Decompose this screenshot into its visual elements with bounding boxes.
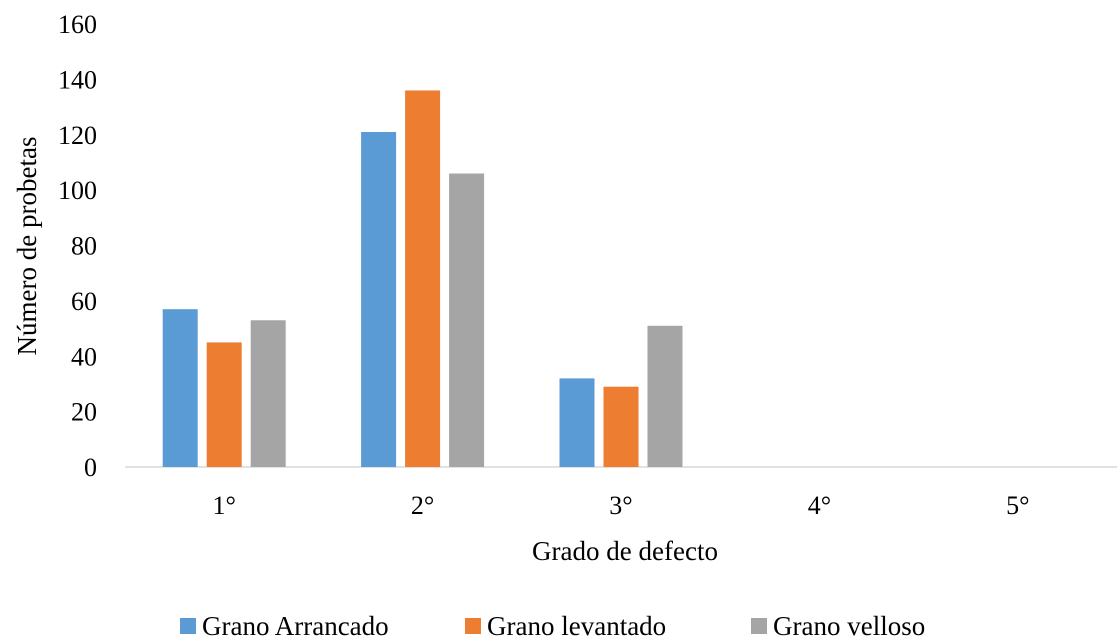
- y-axis-ticks: 0 20 40 60 80 100 120 140 160: [58, 10, 97, 482]
- bar: [405, 90, 441, 467]
- y-tick-label: 20: [71, 398, 97, 427]
- bar: [206, 342, 242, 467]
- x-tick-label: 3°: [609, 491, 632, 520]
- legend: Grano Arrancado Grano levantado Grano vell…: [180, 611, 925, 641]
- bar: [162, 309, 198, 467]
- legend-item: Grano levantado: [465, 611, 666, 641]
- bar: [361, 131, 397, 467]
- bar: [250, 320, 286, 467]
- y-tick-label: 100: [58, 176, 97, 205]
- legend-item: Grano velloso: [751, 611, 925, 641]
- y-tick-label: 140: [58, 65, 97, 94]
- x-axis-ticks: 1° 2° 3° 4° 5°: [212, 491, 1029, 520]
- bar: [603, 386, 639, 467]
- y-tick-label: 80: [71, 232, 97, 261]
- x-tick-label: 4°: [808, 491, 831, 520]
- x-tick-label: 5°: [1006, 491, 1029, 520]
- y-tick-label: 40: [71, 342, 97, 371]
- legend-label: Grano velloso: [773, 611, 925, 641]
- x-axis-title: Grado de defecto: [532, 536, 718, 566]
- legend-swatch: [180, 618, 196, 634]
- x-tick-label: 2°: [411, 491, 434, 520]
- y-axis-title: Número de probetas: [12, 137, 42, 356]
- bar: [559, 378, 595, 467]
- bar: [647, 325, 683, 467]
- legend-swatch: [751, 618, 767, 634]
- y-tick-label: 60: [71, 287, 97, 316]
- legend-swatch: [465, 618, 481, 634]
- legend-label: Grano Arrancado: [202, 611, 389, 641]
- x-tick-label: 1°: [212, 491, 235, 520]
- legend-item: Grano Arrancado: [180, 611, 389, 641]
- y-tick-label: 120: [58, 121, 97, 150]
- y-tick-label: 0: [84, 453, 97, 482]
- y-tick-label: 160: [58, 10, 97, 39]
- bars: [162, 90, 683, 467]
- bar: [449, 173, 485, 467]
- legend-label: Grano levantado: [487, 611, 666, 641]
